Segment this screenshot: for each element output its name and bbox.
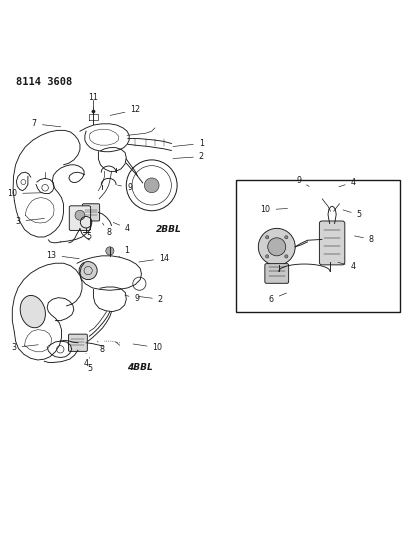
Circle shape <box>106 247 114 255</box>
Text: 2BBL: 2BBL <box>155 225 181 234</box>
Text: 11: 11 <box>88 93 98 109</box>
Text: 2: 2 <box>173 152 204 161</box>
Text: 7: 7 <box>32 119 61 128</box>
Text: 5: 5 <box>88 358 92 373</box>
Circle shape <box>92 110 95 113</box>
Circle shape <box>258 228 294 265</box>
Circle shape <box>79 262 97 280</box>
Text: 10: 10 <box>133 343 162 352</box>
Text: 5: 5 <box>87 227 92 241</box>
Circle shape <box>284 236 287 239</box>
Text: 1: 1 <box>173 139 203 148</box>
Text: 3: 3 <box>11 343 38 352</box>
Text: 10: 10 <box>260 205 287 214</box>
Text: 10: 10 <box>7 189 42 198</box>
Text: 1: 1 <box>119 246 129 257</box>
Bar <box>235 180 399 312</box>
Circle shape <box>75 211 85 220</box>
Text: 3: 3 <box>16 217 44 226</box>
Circle shape <box>267 238 285 256</box>
Text: 2: 2 <box>138 295 163 304</box>
Text: 8: 8 <box>102 223 111 237</box>
Circle shape <box>144 178 159 193</box>
Text: 8114 3608: 8114 3608 <box>16 77 72 87</box>
Text: 4BBL: 4BBL <box>127 363 153 372</box>
Circle shape <box>284 255 287 258</box>
Ellipse shape <box>20 295 45 328</box>
Text: 13: 13 <box>47 251 79 260</box>
Circle shape <box>265 236 268 239</box>
Circle shape <box>265 255 268 258</box>
Text: 8: 8 <box>354 235 373 244</box>
Text: 4: 4 <box>113 222 130 233</box>
FancyBboxPatch shape <box>69 206 90 230</box>
Text: 5: 5 <box>342 210 361 220</box>
FancyBboxPatch shape <box>68 334 87 351</box>
Text: 9: 9 <box>125 294 139 303</box>
FancyBboxPatch shape <box>319 221 344 265</box>
Text: 14: 14 <box>139 254 169 263</box>
Text: 9: 9 <box>117 183 132 192</box>
Text: 9: 9 <box>295 176 308 187</box>
FancyBboxPatch shape <box>82 204 99 221</box>
Text: 4: 4 <box>338 177 355 187</box>
FancyBboxPatch shape <box>264 264 288 284</box>
Text: 12: 12 <box>110 106 140 116</box>
Text: 4: 4 <box>83 353 88 368</box>
Text: 8: 8 <box>97 341 104 354</box>
Text: 6: 6 <box>268 293 286 304</box>
Text: 4: 4 <box>337 262 355 271</box>
